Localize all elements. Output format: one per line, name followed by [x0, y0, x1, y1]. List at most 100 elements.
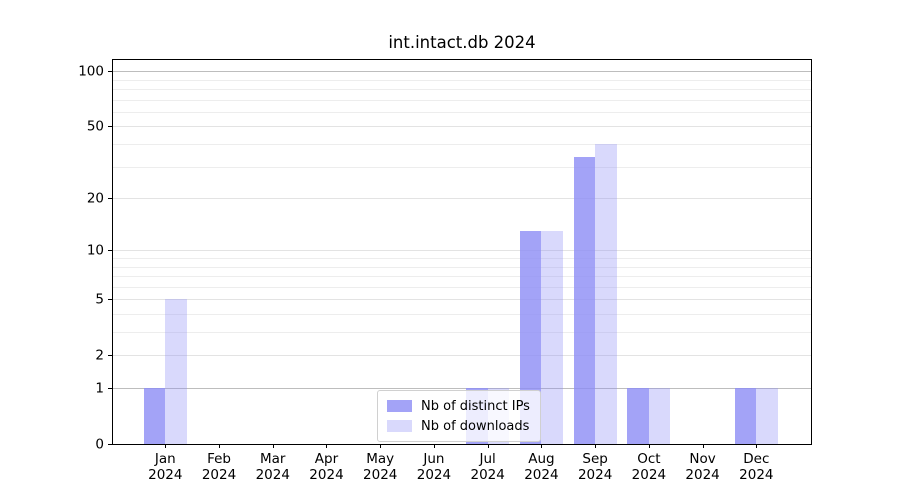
x-tick-mark-jun [433, 444, 435, 448]
gridline-minor-3 [113, 332, 811, 333]
bar-nb-of-downloads-dec [756, 388, 778, 444]
legend-swatch-distinct-ips-icon [387, 400, 412, 412]
x-tick-label-month: Jan [154, 451, 176, 467]
x-tick-label-month: Aug [528, 451, 555, 467]
y-tick-mark-20 [108, 198, 112, 200]
gridline-major-1 [113, 388, 811, 389]
bar-nb-of-downloads-jan [165, 299, 187, 444]
x-tick-label-month: Oct [637, 451, 661, 467]
x-tick-mark-oct [648, 444, 650, 448]
y-tick-label-5: 5 [95, 291, 104, 308]
x-tick-label-year: 2024 [148, 467, 183, 483]
y-tick-mark-100 [108, 71, 112, 73]
gridline-minor-7 [113, 276, 811, 278]
x-tick-label-feb: Feb 2024 [189, 451, 249, 483]
x-tick-label-month: May [366, 451, 395, 467]
x-tick-label-jan: Jan 2024 [135, 451, 195, 483]
x-tick-mark-jul [487, 444, 489, 448]
legend-label-distinct-ips: Nb of distinct IPs [421, 398, 530, 414]
gridline-minor-4 [113, 313, 811, 315]
gridline-minor-9 [113, 257, 811, 259]
gridline-minor-8 [113, 266, 811, 268]
gridline-minor-40 [113, 144, 811, 145]
gridline-major-50 [113, 126, 811, 128]
x-tick-label-month: Sep [582, 451, 608, 467]
y-tick-label-100: 100 [78, 63, 104, 80]
x-tick-label-year: 2024 [685, 467, 720, 483]
y-tick-label-50: 50 [86, 118, 104, 135]
x-tick-label-aug: Aug 2024 [511, 451, 571, 483]
x-tick-label-apr: Apr 2024 [296, 451, 356, 483]
x-tick-label-month: Dec [743, 451, 770, 467]
bar-nb-of-distinct-ips-oct [627, 388, 649, 444]
bar-nb-of-distinct-ips-sep [573, 156, 596, 444]
bar-nb-of-downloads-oct [648, 388, 671, 444]
y-tick-mark-50 [108, 126, 112, 128]
x-tick-label-year: 2024 [363, 467, 398, 483]
y-tick-label-1: 1 [95, 380, 104, 396]
x-tick-label-dec: Dec 2024 [726, 451, 786, 483]
legend-swatch-downloads-icon [387, 420, 412, 432]
x-tick-label-month: Jul [479, 451, 496, 467]
y-tick-label-2: 2 [95, 347, 104, 364]
x-tick-label-year: 2024 [470, 467, 505, 483]
gridline-minor-70 [113, 99, 811, 101]
x-tick-mark-sep [595, 444, 597, 448]
x-tick-label-month: Apr [314, 451, 339, 467]
bars-layer [113, 60, 811, 444]
x-tick-mark-aug [541, 444, 543, 448]
x-tick-label-year: 2024 [309, 467, 344, 483]
gridline-minor-30 [113, 166, 811, 168]
x-tick-label-year: 2024 [201, 467, 237, 483]
legend: Nb of distinct IPs Nb of downloads [377, 390, 541, 442]
y-tick-mark-1 [108, 388, 112, 389]
x-tick-label-month: Mar [260, 451, 286, 467]
x-tick-label-year: 2024 [631, 467, 667, 483]
x-tick-label-jul: Jul 2024 [458, 451, 518, 483]
y-tick-label-0: 0 [95, 436, 104, 452]
x-tick-label-mar: Mar 2024 [243, 451, 303, 483]
x-tick-mark-apr [326, 444, 328, 448]
plot-area: Nb of distinct IPs Nb of downloads [112, 59, 812, 445]
bar-nb-of-downloads-sep [595, 144, 617, 444]
gridline-major-100 [113, 71, 811, 73]
x-tick-mark-may [380, 444, 382, 448]
x-tick-mark-nov [702, 444, 704, 448]
x-tick-mark-feb [219, 444, 221, 448]
bar-nb-of-distinct-ips-jan [143, 388, 166, 444]
y-tick-label-10: 10 [86, 242, 104, 259]
chart-title: int.intact.db 2024 [388, 33, 536, 52]
x-tick-label-year: 2024 [524, 467, 559, 483]
y-tick-mark-10 [108, 250, 112, 252]
x-tick-label-year: 2024 [739, 467, 774, 483]
x-tick-mark-dec [756, 444, 758, 448]
y-tick-label-20: 20 [86, 190, 104, 207]
x-tick-label-may: May 2024 [350, 451, 410, 483]
legend-label-downloads: Nb of downloads [421, 418, 530, 434]
x-tick-mark-jan [165, 444, 167, 448]
x-tick-label-year: 2024 [577, 467, 613, 483]
x-tick-label-year: 2024 [416, 467, 452, 483]
x-tick-mark-mar [272, 444, 274, 448]
y-tick-mark-0 [108, 444, 112, 445]
legend-item-distinct-ips: Nb of distinct IPs [387, 396, 530, 416]
bar-nb-of-downloads-aug [541, 230, 563, 444]
gridline-minor-80 [113, 89, 811, 90]
gridlines-layer [113, 60, 811, 444]
bar-nb-of-distinct-ips-dec [734, 388, 757, 444]
x-tick-label-month: Feb [207, 451, 231, 467]
gridline-major-5 [113, 299, 811, 301]
gridline-minor-60 [113, 111, 811, 113]
x-tick-label-month: Jun [423, 451, 445, 467]
gridline-minor-6 [113, 286, 811, 288]
gridline-major-2 [113, 355, 811, 357]
x-tick-label-jun: Jun 2024 [404, 451, 464, 483]
x-tick-label-month: Nov [689, 451, 716, 467]
gridline-minor-90 [113, 79, 811, 81]
x-tick-label-sep: Sep 2024 [565, 451, 625, 483]
gridline-major-10 [113, 250, 811, 252]
legend-item-downloads: Nb of downloads [387, 416, 530, 436]
x-tick-label-nov: Nov 2024 [673, 451, 733, 483]
gridline-major-20 [113, 198, 811, 200]
